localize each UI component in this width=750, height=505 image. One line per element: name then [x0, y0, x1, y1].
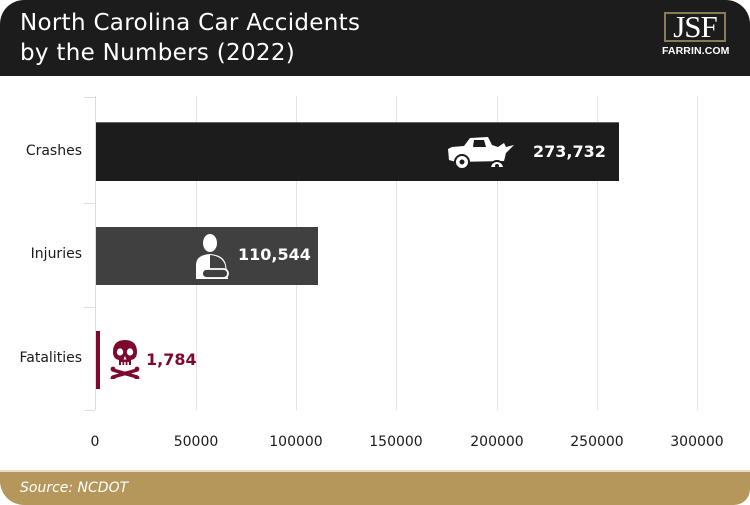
y-axis-tick	[84, 410, 95, 411]
y-axis-line	[95, 96, 96, 410]
bar-fatalities	[96, 331, 100, 389]
y-axis-tick	[84, 97, 95, 98]
chart-header: North Carolina Car Accidents by the Numb…	[0, 0, 750, 76]
title-line-2: by the Numbers (2022)	[20, 40, 296, 66]
wrecked-car-icon	[446, 135, 516, 171]
x-tick-label: 100000	[269, 434, 323, 450]
x-tick-label: 200000	[470, 434, 524, 450]
x-tick-label: 250000	[570, 434, 624, 450]
value-label-fatalities: 1,784	[146, 350, 197, 369]
chart-title: North Carolina Car Accidents by the Numb…	[20, 8, 360, 68]
chart-footer: Source: NCDOT	[0, 470, 750, 505]
gridline-150000	[396, 96, 397, 410]
gridline-300000	[697, 96, 698, 410]
x-tick-label: 0	[90, 434, 100, 450]
x-tick-label: 50000	[173, 434, 219, 450]
title-line-1: North Carolina Car Accidents	[20, 10, 361, 36]
value-label-injuries: 110,544	[238, 245, 311, 264]
x-tick-label: 300000	[670, 434, 724, 450]
y-axis-tick	[84, 203, 95, 204]
gridline-250000	[597, 96, 598, 410]
category-label-injuries: Injuries	[30, 246, 82, 262]
jsf-farrin-logo: JSF FARRIN.COM	[662, 9, 730, 57]
category-label-crashes: Crashes	[25, 143, 82, 159]
source-note: Source: NCDOT	[20, 480, 129, 496]
logo-jsf-text: JSF	[673, 9, 718, 44]
value-label-crashes: 273,732	[533, 142, 606, 161]
y-axis-tick	[84, 307, 95, 308]
x-tick-label: 150000	[369, 434, 423, 450]
logo-website-text: FARRIN.COM	[662, 45, 730, 57]
skull-crossbones-icon	[110, 339, 140, 379]
injured-person-icon	[192, 233, 232, 281]
bar-chart-plot-area: Crashes 273,732 Injuries 110,544	[0, 76, 750, 470]
category-label-fatalities: Fatalities	[19, 350, 82, 366]
bar-crashes: 273,732	[96, 122, 619, 181]
gridline-200000	[497, 96, 498, 410]
logo-box: JSF	[664, 9, 726, 44]
bar-injuries: 110,544	[96, 227, 318, 285]
